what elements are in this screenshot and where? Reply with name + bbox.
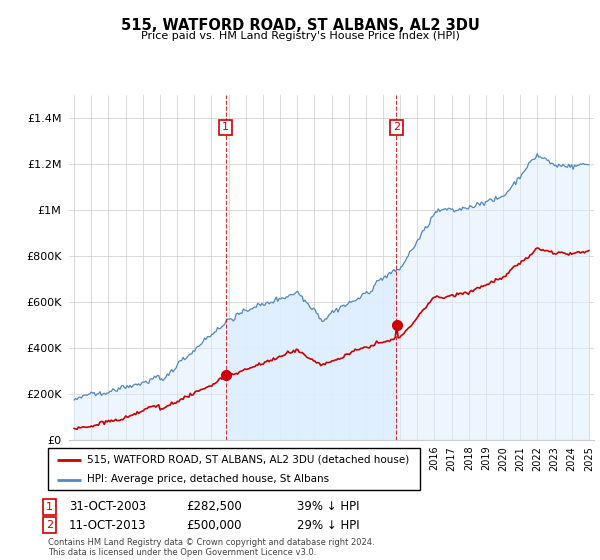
Text: 2: 2: [393, 122, 400, 132]
Text: 31-OCT-2003: 31-OCT-2003: [69, 500, 146, 514]
Text: £500,000: £500,000: [186, 519, 241, 532]
Text: Contains HM Land Registry data © Crown copyright and database right 2024.
This d: Contains HM Land Registry data © Crown c…: [48, 538, 374, 557]
Text: Price paid vs. HM Land Registry's House Price Index (HPI): Price paid vs. HM Land Registry's House …: [140, 31, 460, 41]
Text: 1: 1: [222, 122, 229, 132]
Text: 29% ↓ HPI: 29% ↓ HPI: [297, 519, 359, 532]
Text: HPI: Average price, detached house, St Albans: HPI: Average price, detached house, St A…: [87, 474, 329, 484]
Text: 1: 1: [46, 502, 53, 512]
Text: 515, WATFORD ROAD, ST ALBANS, AL2 3DU: 515, WATFORD ROAD, ST ALBANS, AL2 3DU: [121, 18, 479, 33]
Text: 2: 2: [46, 520, 53, 530]
Text: 515, WATFORD ROAD, ST ALBANS, AL2 3DU (detached house): 515, WATFORD ROAD, ST ALBANS, AL2 3DU (d…: [87, 455, 409, 465]
Text: £282,500: £282,500: [186, 500, 242, 514]
Text: 39% ↓ HPI: 39% ↓ HPI: [297, 500, 359, 514]
Text: 11-OCT-2013: 11-OCT-2013: [69, 519, 146, 532]
